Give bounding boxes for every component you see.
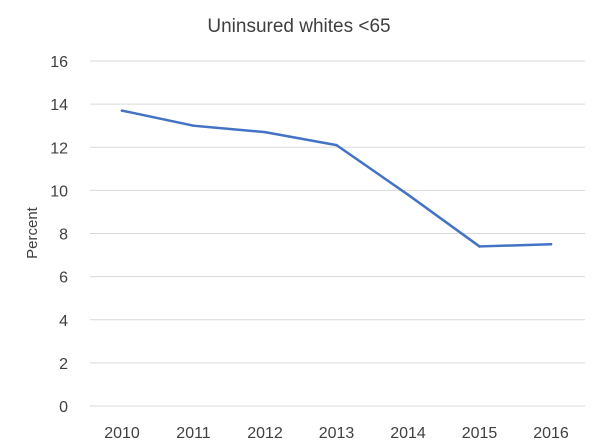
- y-tick-label: 10: [50, 183, 68, 200]
- y-tick-label: 14: [50, 97, 68, 114]
- y-tick-label: 8: [59, 227, 68, 244]
- data-point: [406, 193, 410, 196]
- data-point: [478, 245, 481, 248]
- x-tick-label: 2014: [390, 425, 426, 442]
- y-tick-label: 16: [50, 54, 68, 71]
- data-point: [263, 130, 267, 134]
- data-point: [335, 143, 338, 147]
- x-tick-label: 2015: [462, 425, 498, 442]
- y-axis-ticks: 0 2 4 6 8 10 12 14 16: [50, 54, 68, 416]
- x-tick-label: 2012: [247, 425, 283, 442]
- data-point: [120, 109, 124, 112]
- data-point: [192, 124, 195, 127]
- y-axis-label: Percent: [24, 206, 41, 259]
- x-tick-label: 2011: [176, 425, 211, 442]
- gridlines: [90, 60, 585, 407]
- x-tick-label: 2013: [319, 425, 355, 442]
- chart-title: Uninsured whites <65: [207, 16, 390, 37]
- series-line: [120, 109, 553, 248]
- y-tick-label: 0: [59, 399, 68, 416]
- y-tick-label: 4: [59, 313, 68, 330]
- series-layer: [120, 109, 553, 248]
- x-axis-ticks: 2010 2011 2012 2013 2014 2015 2016: [104, 425, 569, 442]
- y-tick-label: 6: [59, 270, 68, 287]
- y-tick-label: 12: [50, 140, 68, 157]
- y-tick-label: 2: [59, 356, 68, 373]
- x-tick-label: 2010: [104, 425, 140, 442]
- x-tick-label: 2016: [533, 425, 569, 442]
- data-point: [549, 243, 553, 246]
